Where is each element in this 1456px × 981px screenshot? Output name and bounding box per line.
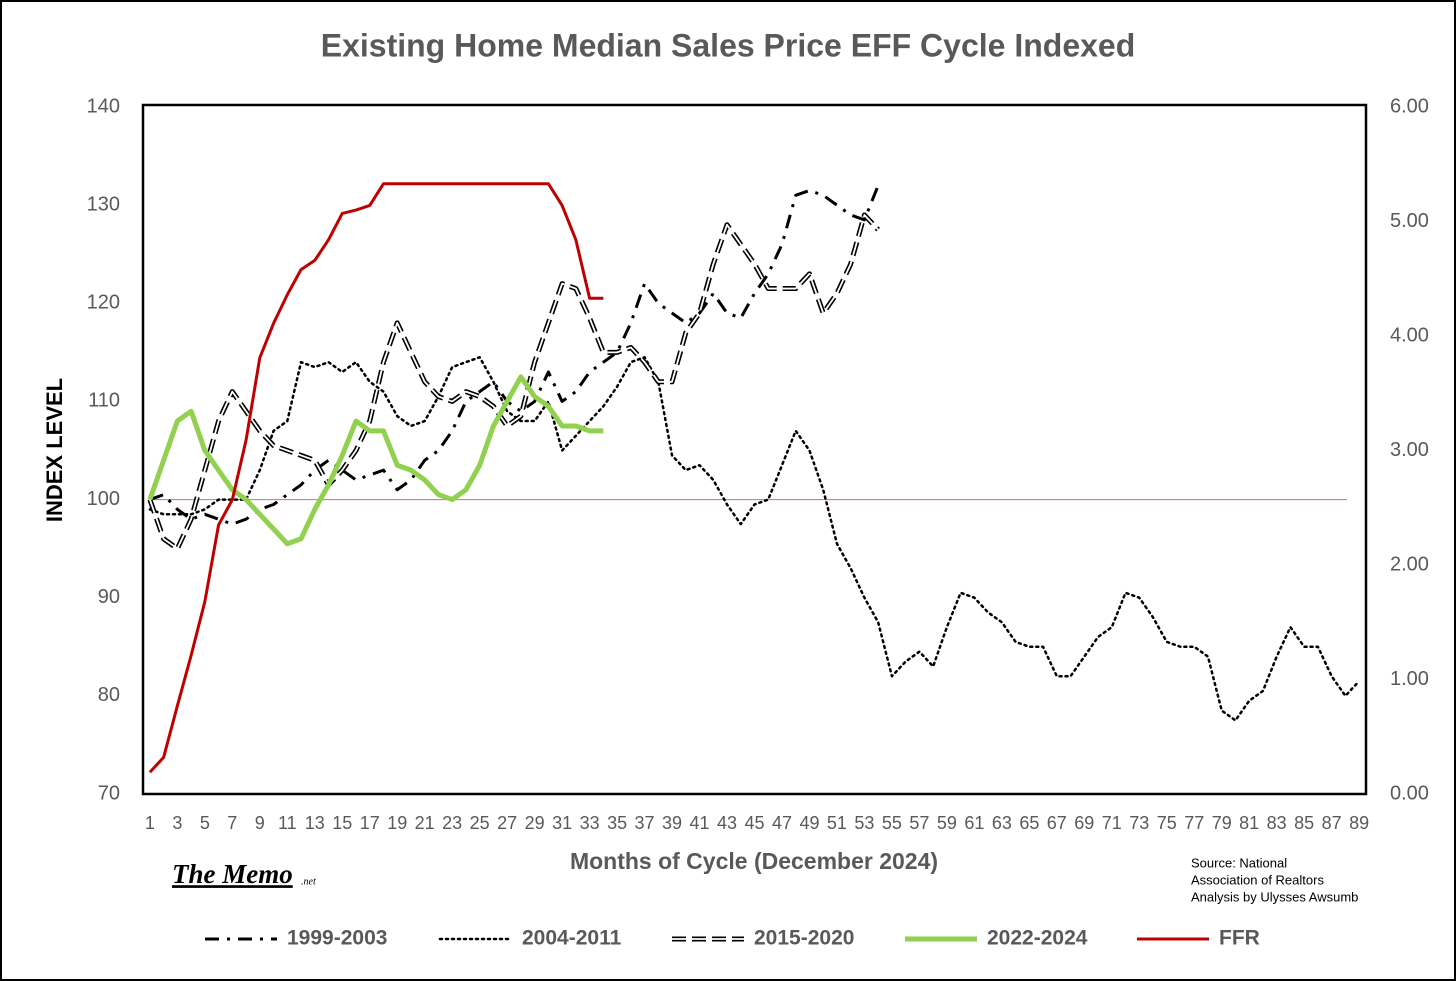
x-axis-title: Months of Cycle (December 2024) xyxy=(570,848,938,874)
legend-label: 1999-2003 xyxy=(287,927,387,950)
x-tick-label: 21 xyxy=(415,813,435,833)
x-tick-label: 59 xyxy=(937,813,957,833)
x-tick-label: 23 xyxy=(442,813,462,833)
x-tick-label: 15 xyxy=(332,813,352,833)
x-tick-label: 51 xyxy=(827,813,847,833)
x-tick-label: 1 xyxy=(145,813,155,833)
y-tick-label: 70 xyxy=(98,782,120,804)
x-tick-label: 33 xyxy=(580,813,600,833)
x-tick-label: 57 xyxy=(909,813,929,833)
x-tick-label: 83 xyxy=(1267,813,1287,833)
x-tick-label: 37 xyxy=(635,813,655,833)
series-line xyxy=(148,356,1361,722)
x-tick-label: 71 xyxy=(1102,813,1122,833)
x-tick-label: 69 xyxy=(1074,813,1094,833)
y2-tick-label: 0.00 xyxy=(1390,782,1429,804)
x-tick-label: 35 xyxy=(607,813,627,833)
x-tick-label: 47 xyxy=(772,813,792,833)
y-tick-label: 140 xyxy=(87,95,120,117)
x-tick-label: 3 xyxy=(172,813,182,833)
x-tick-label: 25 xyxy=(470,813,490,833)
chart-title: Existing Home Median Sales Price EFF Cyc… xyxy=(321,27,1136,63)
x-tick-label: 81 xyxy=(1239,813,1259,833)
y-tick-label: 90 xyxy=(98,586,120,608)
y-tick-label: 80 xyxy=(98,684,120,706)
x-tick-label: 5 xyxy=(200,813,210,833)
y-tick-label: 110 xyxy=(88,390,120,412)
source-note: Association of Realtors xyxy=(1191,872,1324,887)
y-axis-title: INDEX LEVEL xyxy=(42,378,67,522)
x-tick-label: 55 xyxy=(882,813,902,833)
series-line xyxy=(147,374,604,547)
y2-tick-label: 1.00 xyxy=(1390,668,1429,690)
x-tick-label: 63 xyxy=(992,813,1012,833)
y2-tick-label: 3.00 xyxy=(1390,439,1429,461)
x-tick-label: 11 xyxy=(278,813,297,833)
x-tick-label: 61 xyxy=(964,813,984,833)
x-tick-label: 77 xyxy=(1184,813,1204,833)
x-tick-label: 17 xyxy=(360,813,380,833)
x-tick-label: 53 xyxy=(854,813,874,833)
y-tick-label: 130 xyxy=(87,193,120,215)
x-tick-label: 79 xyxy=(1212,813,1232,833)
x-tick-label: 39 xyxy=(662,813,682,833)
series-line xyxy=(148,182,604,774)
source-note: Source: National xyxy=(1191,855,1287,870)
x-tick-label: 43 xyxy=(717,813,737,833)
x-tick-label: 73 xyxy=(1129,813,1149,833)
x-tick-label: 29 xyxy=(525,813,545,833)
x-tick-label: 45 xyxy=(744,813,764,833)
x-tick-label: 85 xyxy=(1294,813,1314,833)
series-line xyxy=(149,184,880,526)
x-tick-label: 19 xyxy=(387,813,407,833)
x-tick-label: 89 xyxy=(1349,813,1369,833)
x-tick-label: 7 xyxy=(227,813,237,833)
x-tick-label: 9 xyxy=(255,813,265,833)
y2-tick-label: 4.00 xyxy=(1390,324,1429,346)
x-tick-label: 13 xyxy=(305,813,325,833)
series-line-inner xyxy=(149,214,879,550)
x-tick-label: 87 xyxy=(1322,813,1342,833)
legend-label: FFR xyxy=(1219,927,1260,950)
plot-area xyxy=(141,103,1368,796)
legend-label: 2022-2024 xyxy=(987,927,1088,950)
y2-tick-label: 2.00 xyxy=(1390,553,1429,575)
legend-label: 2015-2020 xyxy=(754,927,854,950)
x-tick-label: 49 xyxy=(799,813,819,833)
y-tick-label: 120 xyxy=(87,292,120,314)
logo: The Memo xyxy=(172,859,293,889)
x-tick-label: 41 xyxy=(690,813,710,833)
x-tick-label: 75 xyxy=(1157,813,1177,833)
y2-tick-label: 6.00 xyxy=(1390,95,1429,117)
x-tick-label: 31 xyxy=(552,813,572,833)
y-tick-label: 100 xyxy=(87,488,120,510)
x-tick-label: 27 xyxy=(497,813,517,833)
x-tick-label: 65 xyxy=(1019,813,1039,833)
source-note: Analysis by Ulysses Awsumb xyxy=(1191,889,1358,904)
y2-tick-label: 5.00 xyxy=(1390,210,1429,232)
logo-suffix: .net xyxy=(301,876,316,887)
x-tick-label: 67 xyxy=(1047,813,1067,833)
legend-label: 2004-2011 xyxy=(522,927,622,950)
